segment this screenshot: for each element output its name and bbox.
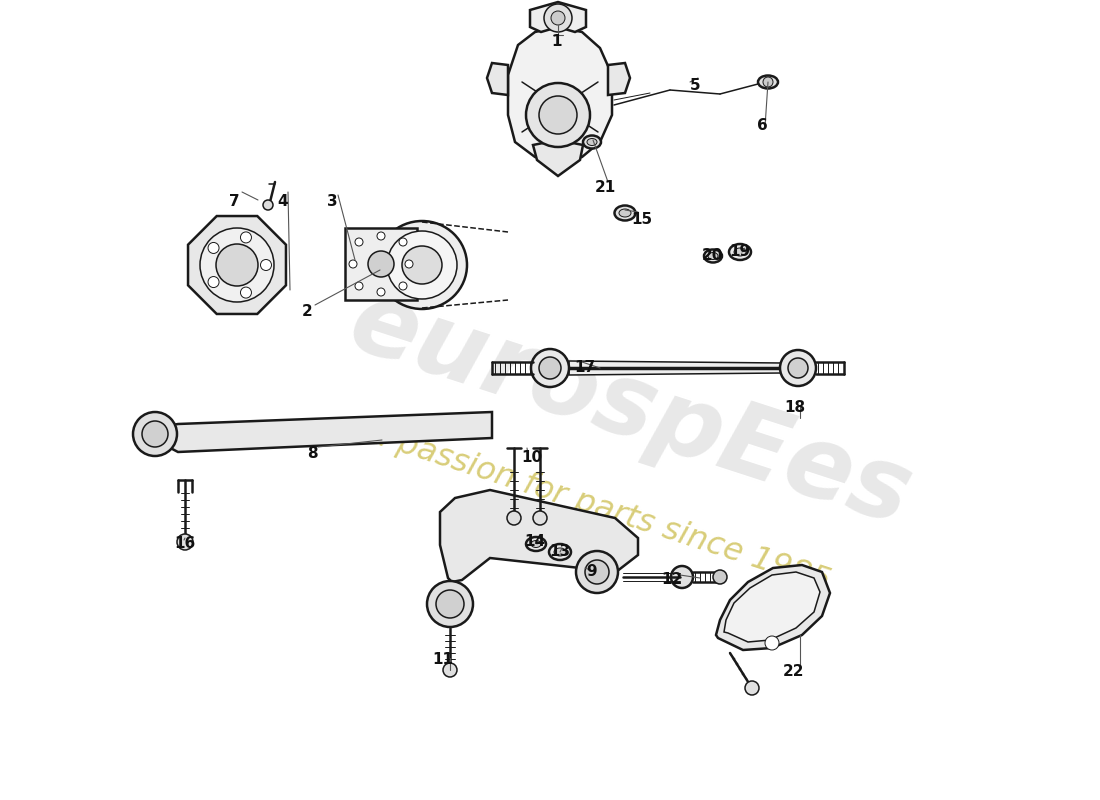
Circle shape — [713, 570, 727, 584]
Text: 21: 21 — [594, 179, 616, 194]
Circle shape — [241, 232, 252, 243]
Circle shape — [377, 232, 385, 240]
Text: 22: 22 — [782, 665, 804, 679]
Polygon shape — [608, 63, 630, 95]
Circle shape — [216, 244, 258, 286]
Polygon shape — [569, 361, 782, 375]
Ellipse shape — [526, 537, 546, 551]
Ellipse shape — [387, 231, 456, 299]
Text: 9: 9 — [586, 565, 597, 579]
Text: 19: 19 — [729, 245, 750, 259]
Text: 10: 10 — [521, 450, 542, 466]
Circle shape — [133, 412, 177, 456]
Text: 13: 13 — [549, 545, 571, 559]
Polygon shape — [530, 2, 586, 32]
Circle shape — [544, 4, 572, 32]
Circle shape — [507, 511, 521, 525]
Text: eurospEes: eurospEes — [338, 274, 923, 546]
Circle shape — [745, 681, 759, 695]
Circle shape — [241, 287, 252, 298]
Circle shape — [539, 357, 561, 379]
Text: 14: 14 — [525, 534, 546, 550]
Circle shape — [377, 288, 385, 296]
Text: 8: 8 — [307, 446, 317, 461]
Circle shape — [531, 349, 569, 387]
Circle shape — [355, 238, 363, 246]
Circle shape — [405, 260, 412, 268]
Text: 18: 18 — [784, 401, 805, 415]
Polygon shape — [508, 27, 612, 162]
Ellipse shape — [704, 250, 722, 262]
Ellipse shape — [729, 244, 751, 260]
Ellipse shape — [615, 206, 636, 221]
Ellipse shape — [377, 221, 468, 309]
Circle shape — [780, 350, 816, 386]
Polygon shape — [345, 228, 417, 300]
Circle shape — [539, 96, 578, 134]
Text: 7: 7 — [229, 194, 240, 210]
Text: 1: 1 — [552, 34, 562, 50]
Circle shape — [436, 590, 464, 618]
Polygon shape — [716, 565, 830, 650]
Text: 11: 11 — [432, 653, 453, 667]
Circle shape — [177, 534, 192, 550]
Circle shape — [526, 83, 590, 147]
Ellipse shape — [402, 246, 442, 284]
Text: 20: 20 — [702, 247, 723, 262]
Text: 3: 3 — [327, 194, 338, 210]
Circle shape — [355, 282, 363, 290]
Ellipse shape — [734, 248, 746, 256]
Polygon shape — [534, 140, 583, 176]
Circle shape — [263, 200, 273, 210]
Polygon shape — [188, 216, 286, 314]
Text: 15: 15 — [631, 213, 652, 227]
Ellipse shape — [549, 544, 571, 560]
Text: 17: 17 — [574, 361, 595, 375]
Ellipse shape — [554, 548, 566, 556]
Circle shape — [142, 421, 168, 447]
Text: 16: 16 — [175, 535, 196, 550]
Circle shape — [399, 238, 407, 246]
Circle shape — [200, 228, 274, 302]
Text: a passion for parts since 1985: a passion for parts since 1985 — [365, 418, 835, 598]
Ellipse shape — [758, 75, 778, 89]
Circle shape — [443, 663, 456, 677]
Polygon shape — [440, 490, 638, 582]
Ellipse shape — [619, 209, 631, 217]
Ellipse shape — [708, 253, 718, 259]
Circle shape — [576, 551, 618, 593]
Polygon shape — [155, 412, 492, 452]
Circle shape — [427, 581, 473, 627]
Text: 6: 6 — [757, 118, 768, 133]
Circle shape — [534, 511, 547, 525]
Circle shape — [208, 277, 219, 287]
Ellipse shape — [531, 541, 541, 547]
Circle shape — [551, 11, 565, 25]
Circle shape — [585, 560, 609, 584]
Circle shape — [261, 259, 272, 270]
Ellipse shape — [583, 135, 601, 149]
Circle shape — [764, 636, 779, 650]
Circle shape — [788, 358, 808, 378]
Circle shape — [349, 260, 358, 268]
Circle shape — [399, 282, 407, 290]
Circle shape — [368, 251, 394, 277]
Circle shape — [208, 242, 219, 254]
Polygon shape — [724, 572, 820, 642]
Ellipse shape — [587, 138, 597, 146]
Circle shape — [763, 77, 773, 87]
Text: 12: 12 — [661, 573, 683, 587]
Polygon shape — [487, 63, 508, 95]
Circle shape — [671, 566, 693, 588]
Text: 4: 4 — [277, 194, 288, 210]
Text: 5: 5 — [690, 78, 701, 93]
Text: 2: 2 — [301, 305, 312, 319]
